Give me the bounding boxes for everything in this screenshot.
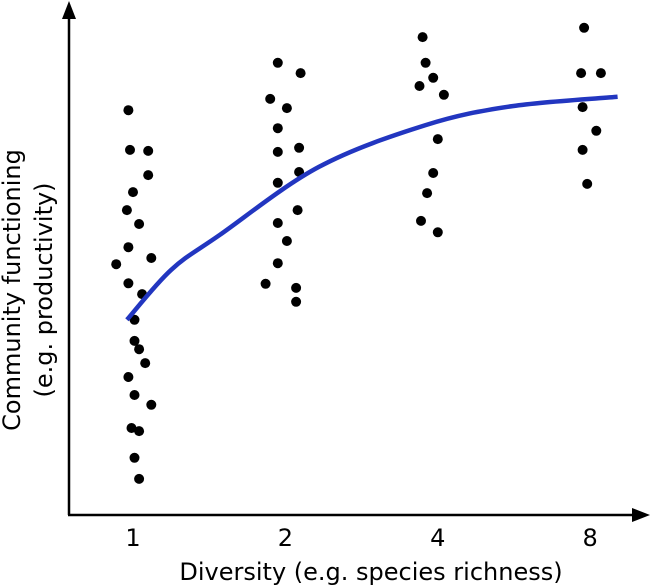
data-point bbox=[272, 177, 283, 188]
data-point bbox=[123, 278, 134, 289]
data-point bbox=[272, 123, 283, 134]
axes bbox=[62, 1, 650, 522]
data-point bbox=[134, 219, 145, 229]
fit-curve bbox=[125, 94, 618, 322]
data-point bbox=[577, 102, 588, 113]
y-axis-label-line-1: Community functioning bbox=[0, 149, 26, 431]
data-point bbox=[123, 242, 134, 253]
data-point bbox=[129, 452, 140, 463]
data-point bbox=[432, 227, 443, 238]
data-point bbox=[129, 390, 140, 400]
data-point bbox=[577, 144, 588, 155]
data-point bbox=[129, 335, 140, 346]
data-point bbox=[272, 57, 283, 68]
data-point bbox=[123, 372, 134, 382]
y-axis-label-line-2: (e.g. productivity) bbox=[30, 182, 58, 397]
x-tick-labels: 1 2 4 8 bbox=[125, 524, 597, 552]
data-point bbox=[422, 188, 433, 199]
data-point bbox=[129, 314, 140, 325]
data-point bbox=[281, 103, 292, 114]
data-point bbox=[125, 144, 135, 155]
data-point bbox=[121, 205, 132, 216]
data-point bbox=[143, 170, 154, 181]
data-point bbox=[432, 134, 443, 145]
y-axis-arrow-icon bbox=[62, 1, 76, 19]
data-point bbox=[428, 168, 439, 178]
data-point bbox=[420, 57, 431, 68]
y-axis-label: Community functioning (e.g. productivity… bbox=[0, 149, 58, 431]
data-point bbox=[146, 253, 157, 263]
data-point bbox=[111, 259, 122, 270]
data-point bbox=[416, 215, 426, 226]
data-point bbox=[272, 218, 283, 228]
data-point bbox=[126, 423, 137, 433]
data-point bbox=[591, 125, 602, 136]
data-point bbox=[281, 236, 292, 246]
data-point bbox=[291, 282, 302, 293]
data-point bbox=[576, 68, 587, 79]
data-point bbox=[428, 72, 439, 83]
data-point bbox=[595, 68, 606, 79]
data-point bbox=[146, 399, 157, 410]
data-point bbox=[134, 426, 145, 437]
data-point bbox=[143, 145, 154, 156]
x-tick-label: 4 bbox=[430, 524, 445, 552]
data-point bbox=[134, 473, 145, 484]
data-point bbox=[579, 22, 590, 33]
data-point bbox=[123, 105, 134, 116]
data-point bbox=[414, 81, 425, 91]
data-point bbox=[260, 278, 271, 289]
data-point bbox=[292, 205, 303, 216]
data-point bbox=[272, 146, 283, 157]
data-point bbox=[128, 187, 138, 198]
x-tick-label: 2 bbox=[278, 524, 293, 552]
x-tick-label: 1 bbox=[125, 524, 140, 552]
data-point bbox=[294, 142, 305, 153]
data-point bbox=[134, 344, 145, 355]
data-point bbox=[417, 32, 428, 43]
data-points bbox=[111, 22, 606, 484]
data-point bbox=[265, 93, 276, 104]
data-point bbox=[272, 258, 283, 269]
x-tick-label: 8 bbox=[583, 524, 598, 552]
data-point bbox=[291, 296, 302, 307]
data-point bbox=[140, 358, 151, 369]
data-point bbox=[438, 89, 449, 100]
data-point bbox=[295, 68, 306, 79]
data-point bbox=[582, 178, 593, 189]
x-axis-arrow-icon bbox=[632, 508, 650, 522]
x-axis-label: Diversity (e.g. species richness) bbox=[179, 558, 562, 586]
